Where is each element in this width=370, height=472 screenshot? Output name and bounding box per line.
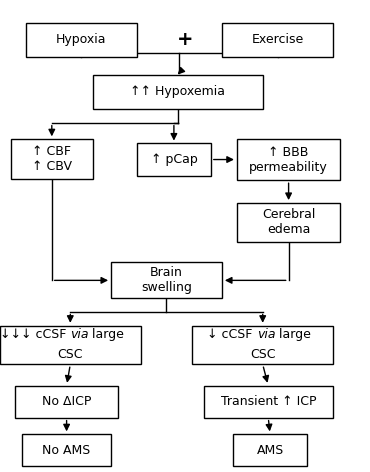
Text: Hypoxia: Hypoxia: [56, 33, 107, 46]
Bar: [137, 143, 211, 176]
Text: CSC: CSC: [58, 348, 83, 361]
Text: ↓ cCSF: ↓ cCSF: [207, 328, 257, 341]
Text: No ΔICP: No ΔICP: [42, 395, 91, 408]
Bar: [0, 326, 141, 364]
Text: via: via: [70, 328, 89, 341]
Text: No AMS: No AMS: [43, 444, 91, 457]
Text: large: large: [275, 328, 310, 341]
Text: +: +: [177, 30, 193, 49]
Text: Cerebral
edema: Cerebral edema: [262, 208, 315, 236]
Bar: [111, 262, 222, 298]
Bar: [22, 434, 111, 466]
Text: AMS: AMS: [256, 444, 284, 457]
Text: via: via: [257, 328, 275, 341]
Bar: [237, 139, 340, 180]
Bar: [233, 434, 307, 466]
Bar: [15, 386, 118, 418]
Text: CSC: CSC: [250, 348, 275, 361]
Bar: [11, 139, 92, 179]
Text: Transient ↑ ICP: Transient ↑ ICP: [221, 395, 316, 408]
Text: ↑↑ Hypoxemia: ↑↑ Hypoxemia: [130, 85, 225, 98]
Text: ↓ cCSF via large: ↓ cCSF via large: [211, 328, 314, 341]
Bar: [26, 23, 137, 57]
Text: ↑ pCap: ↑ pCap: [151, 153, 197, 166]
Bar: [204, 386, 333, 418]
Bar: [237, 203, 340, 242]
Bar: [192, 326, 333, 364]
Bar: [222, 23, 333, 57]
Bar: [92, 75, 263, 109]
Text: large: large: [88, 328, 124, 341]
Text: ↓↓↓ cCSF via large: ↓↓↓ cCSF via large: [8, 328, 133, 341]
Text: ↑ CBF
↑ CBV: ↑ CBF ↑ CBV: [32, 145, 72, 173]
Text: Exercise: Exercise: [251, 33, 304, 46]
Text: ↓↓↓ cCSF: ↓↓↓ cCSF: [0, 328, 70, 341]
Text: Brain
swelling: Brain swelling: [141, 266, 192, 295]
Text: ↑ BBB
permeability: ↑ BBB permeability: [249, 145, 328, 174]
